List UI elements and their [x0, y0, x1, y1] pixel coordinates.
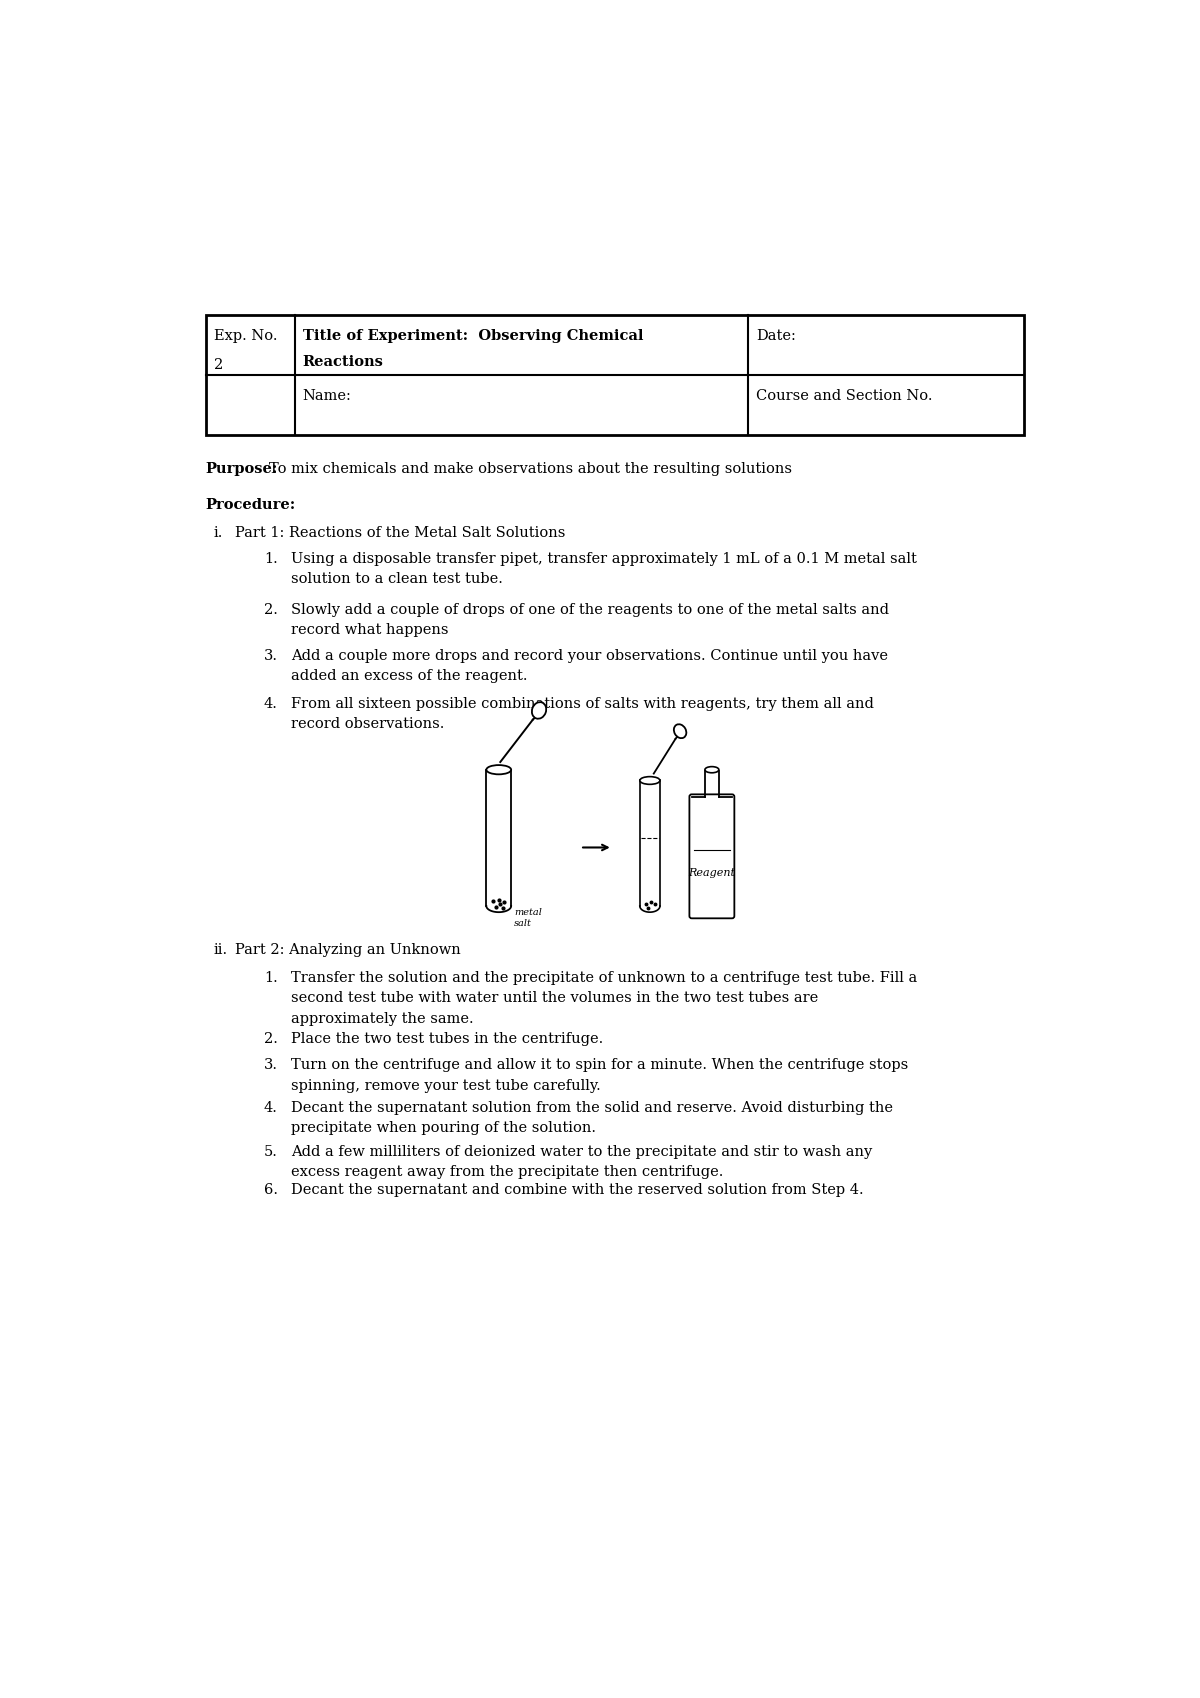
Text: 1.: 1.: [264, 552, 277, 565]
Text: 3.: 3.: [264, 649, 278, 662]
Ellipse shape: [486, 766, 511, 774]
Text: Title of Experiment:  Observing Chemical: Title of Experiment: Observing Chemical: [302, 329, 643, 343]
Text: Date:: Date:: [756, 329, 796, 343]
Text: Decant the supernatant solution from the solid and reserve. Avoid disturbing the: Decant the supernatant solution from the…: [292, 1100, 893, 1136]
Text: 4.: 4.: [264, 1100, 278, 1116]
Text: metal
salt: metal salt: [515, 908, 542, 929]
Text: Add a couple more drops and record your observations. Continue until you have
ad: Add a couple more drops and record your …: [292, 649, 888, 683]
Ellipse shape: [704, 766, 719, 773]
Ellipse shape: [532, 701, 546, 718]
Bar: [206, 316, 1025, 435]
Text: Purpose:: Purpose:: [206, 462, 278, 475]
Text: Reagent: Reagent: [689, 868, 736, 878]
Text: 1.: 1.: [264, 971, 277, 985]
Text: Turn on the centrifuge and allow it to spin for a minute. When the centrifuge st: Turn on the centrifuge and allow it to s…: [292, 1058, 908, 1094]
Text: Add a few milliliters of deionized water to the precipitate and stir to wash any: Add a few milliliters of deionized water…: [292, 1144, 872, 1180]
Text: 2: 2: [214, 358, 223, 372]
Text: Slowly add a couple of drops of one of the reagents to one of the metal salts an: Slowly add a couple of drops of one of t…: [292, 603, 889, 637]
Text: i.: i.: [214, 526, 223, 540]
Text: Reactions: Reactions: [302, 355, 384, 370]
Text: Decant the supernatant and combine with the reserved solution from Step 4.: Decant the supernatant and combine with …: [292, 1184, 864, 1197]
Text: 4.: 4.: [264, 696, 278, 710]
Text: Course and Section No.: Course and Section No.: [756, 389, 932, 402]
Text: To mix chemicals and make observations about the resulting solutions: To mix chemicals and make observations a…: [269, 462, 792, 475]
Text: Part 1: Reactions of the Metal Salt Solutions: Part 1: Reactions of the Metal Salt Solu…: [235, 526, 565, 540]
Text: 6.: 6.: [264, 1184, 278, 1197]
Text: Part 2: Analyzing an Unknown: Part 2: Analyzing an Unknown: [235, 942, 461, 958]
Text: Place the two test tubes in the centrifuge.: Place the two test tubes in the centrifu…: [292, 1032, 604, 1046]
Text: Exp. No.: Exp. No.: [214, 329, 277, 343]
FancyBboxPatch shape: [689, 795, 734, 919]
Text: From all sixteen possible combinations of salts with reagents, try them all and
: From all sixteen possible combinations o…: [292, 696, 874, 732]
Text: Using a disposable transfer pipet, transfer approximately 1 mL of a 0.1 M metal : Using a disposable transfer pipet, trans…: [292, 552, 917, 586]
Text: Procedure:: Procedure:: [206, 498, 296, 511]
Text: 5.: 5.: [264, 1144, 278, 1158]
Text: 2.: 2.: [264, 1032, 278, 1046]
Text: Name:: Name:: [302, 389, 352, 402]
Ellipse shape: [674, 725, 686, 739]
Text: 3.: 3.: [264, 1058, 278, 1073]
Text: ii.: ii.: [214, 942, 228, 958]
Ellipse shape: [640, 776, 660, 784]
Text: Transfer the solution and the precipitate of unknown to a centrifuge test tube. : Transfer the solution and the precipitat…: [292, 971, 917, 1026]
Text: 2.: 2.: [264, 603, 278, 616]
